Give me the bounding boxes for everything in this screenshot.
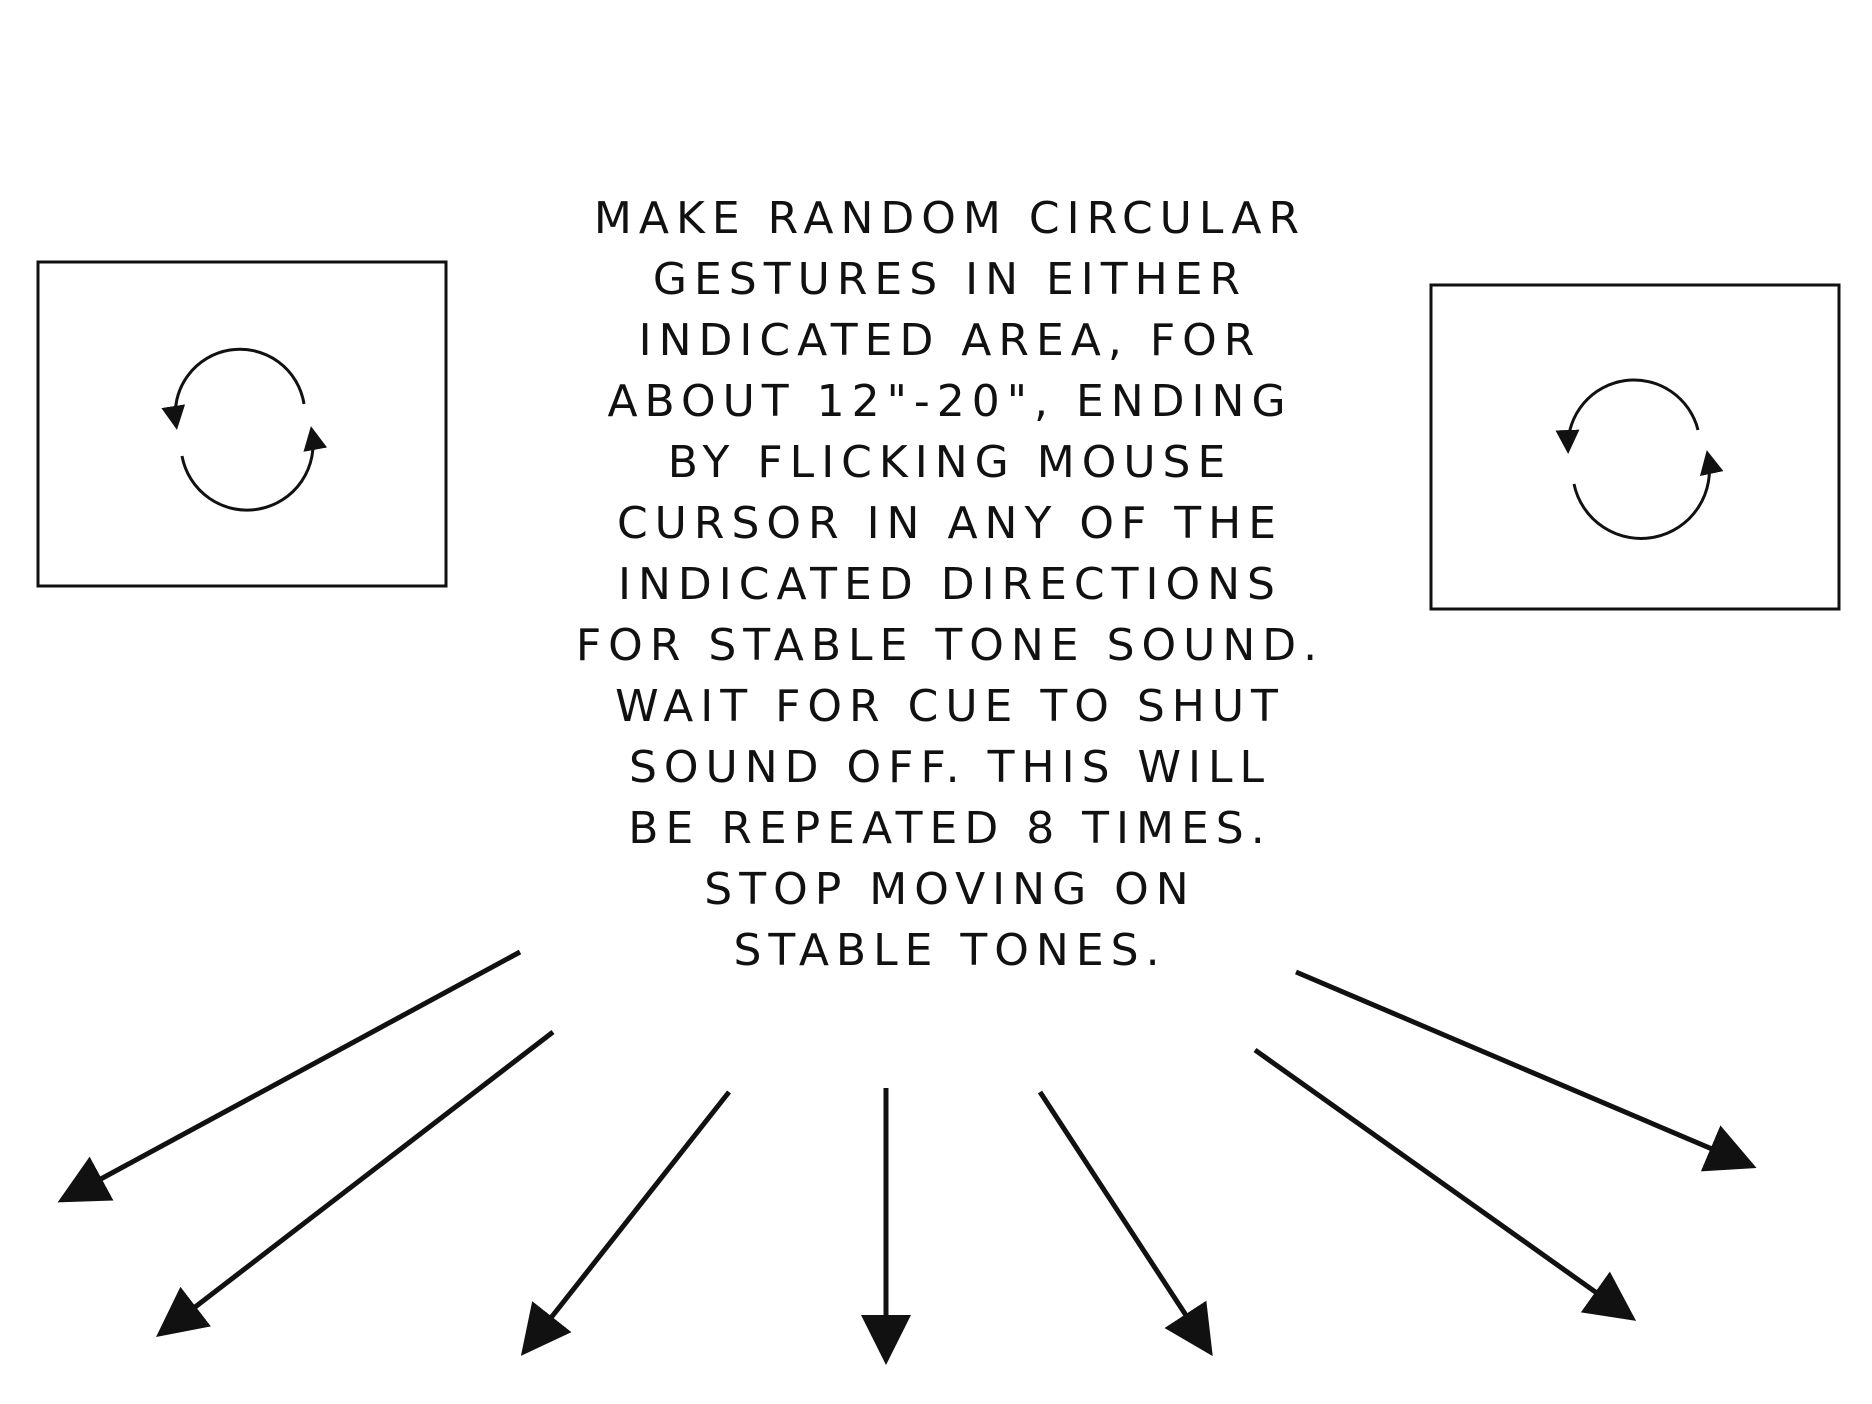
instruction-line: WAIT FOR CUE TO SHUT [615, 681, 1285, 732]
instruction-line: ABOUT 12"-20", ENDING [607, 376, 1293, 427]
instruction-line: SOUND OFF. THIS WILL [628, 742, 1272, 793]
instruction-line: CURSOR IN ANY OF THE [616, 498, 1284, 549]
instruction-line: STOP MOVING ON [704, 864, 1196, 915]
instruction-line: MAKE RANDOM CIRCULAR [593, 193, 1307, 244]
instruction-line: BE REPEATED 8 TIMES. [628, 803, 1272, 854]
instruction-line: GESTURES IN EITHER [652, 254, 1248, 305]
flick-direction-arrows [57, 949, 1757, 1365]
arrow-icon [57, 949, 522, 1203]
instruction-line: STABLE TONES. [733, 925, 1167, 976]
instruction-line: FOR STABLE TONE SOUND. [575, 620, 1325, 671]
circular-arrows-icon [161, 347, 328, 512]
arrow-icon [1253, 1047, 1637, 1321]
arrow-icon [1037, 1090, 1213, 1357]
arrow-icon [156, 1030, 555, 1338]
instruction-line: INDICATED DIRECTIONS [618, 559, 1282, 610]
gesture-area-right[interactable] [1429, 283, 1841, 611]
instruction-line: BY FLICKING MOUSE [667, 437, 1233, 488]
arrow-icon [520, 1090, 731, 1356]
arrow-icon [1295, 969, 1757, 1172]
instruction-text: MAKE RANDOM CIRCULAR GESTURES IN EITHER … [540, 188, 1360, 981]
circular-arrows-icon [1555, 378, 1724, 540]
instruction-line: INDICATED AREA, FOR [638, 315, 1262, 366]
gesture-area-left[interactable] [36, 260, 448, 588]
